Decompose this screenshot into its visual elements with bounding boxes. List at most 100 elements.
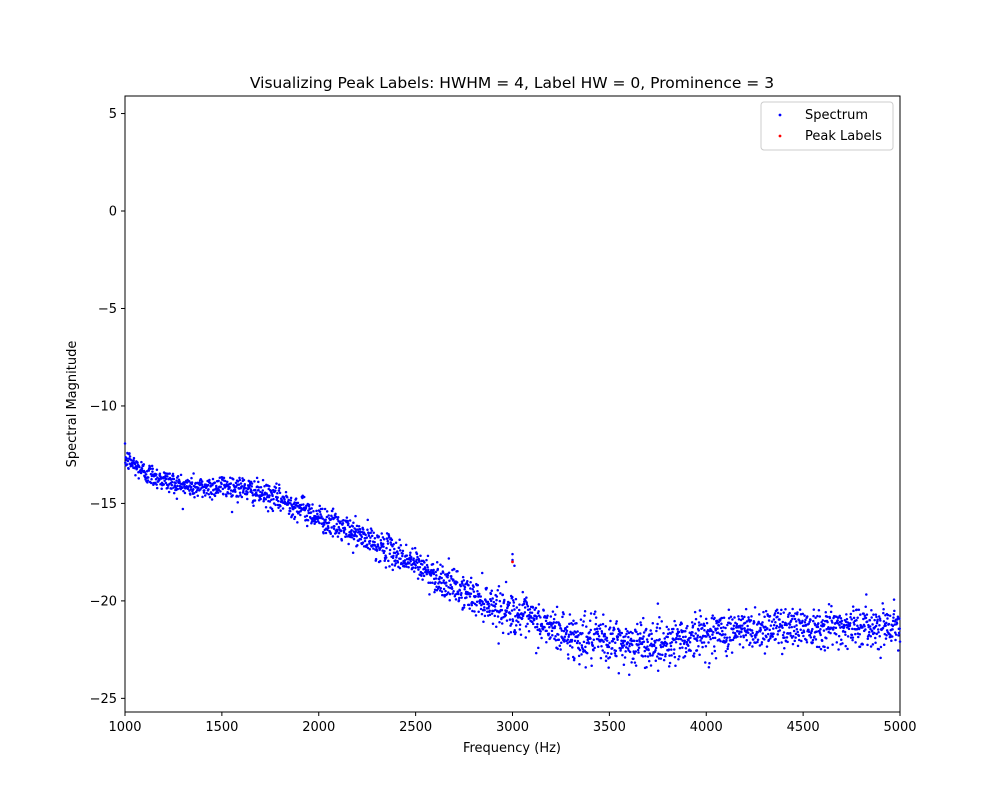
spectrum-point	[608, 656, 612, 659]
spectrum-point	[351, 525, 355, 528]
spectrum-point	[518, 603, 521, 606]
spectrum-point	[176, 484, 179, 488]
spectrum-point	[185, 481, 189, 484]
spectrum-point	[327, 521, 331, 524]
spectrum-point	[710, 616, 714, 620]
spectrum-point	[749, 619, 753, 622]
spectrum-point	[838, 614, 842, 618]
spectrum-point	[128, 455, 132, 458]
x-tick-label: 4500	[787, 720, 820, 735]
spectrum-point	[892, 598, 896, 601]
spectrum-point	[517, 620, 520, 624]
spectrum-point	[583, 614, 586, 617]
spectrum-point	[511, 595, 514, 599]
spectrum-point	[738, 632, 741, 636]
spectrum-point	[535, 617, 538, 620]
spectrum-point	[825, 636, 828, 640]
spectrum-point	[566, 641, 569, 645]
spectrum-point	[571, 623, 575, 626]
spectrum-point	[577, 654, 581, 658]
spectrum-point	[446, 575, 449, 579]
spectrum-point	[170, 480, 174, 484]
spectrum-point	[600, 632, 604, 635]
spectrum-point	[412, 557, 415, 560]
spectrum-point	[668, 661, 672, 665]
spectrum-point	[796, 644, 800, 648]
spectrum-point	[629, 630, 632, 634]
spectrum-point	[327, 526, 330, 530]
spectrum-point	[504, 614, 508, 617]
spectrum-point	[476, 590, 479, 593]
spectrum-point	[814, 616, 817, 619]
spectrum-point	[772, 618, 776, 621]
spectrum-point	[624, 635, 627, 638]
spectrum-point	[536, 622, 539, 626]
spectrum-point	[373, 540, 376, 544]
spectrum-point	[714, 629, 717, 632]
spectrum-point	[305, 514, 309, 518]
spectrum-point	[616, 638, 619, 641]
spectrum-point	[855, 608, 859, 612]
spectrum-point	[452, 589, 455, 593]
spectrum-point	[805, 638, 808, 642]
spectrum-point	[655, 629, 658, 633]
spectrum-point	[684, 646, 688, 650]
spectrum-point	[277, 506, 280, 509]
spectrum-point	[330, 509, 334, 513]
spectrum-point	[897, 634, 900, 637]
spectrum-point	[366, 528, 369, 532]
spectrum-point	[436, 567, 440, 571]
spectrum-point	[633, 639, 636, 643]
spectrum-point	[885, 634, 888, 637]
spectrum-point	[155, 468, 159, 472]
spectrum-point	[471, 587, 474, 591]
spectrum-point	[603, 635, 607, 638]
spectrum-point	[242, 478, 246, 482]
spectrum-point	[387, 559, 390, 563]
spectrum-point	[795, 624, 798, 627]
spectrum-point	[556, 647, 559, 650]
spectrum-point	[581, 632, 584, 635]
spectrum-point	[150, 478, 153, 481]
spectrum-point	[771, 635, 774, 638]
spectrum-point	[423, 566, 427, 569]
spectrum-point	[285, 495, 289, 499]
spectrum-point	[809, 618, 812, 622]
spectrum-point	[789, 631, 792, 635]
spectrum-point	[697, 629, 700, 632]
spectrum-point	[415, 561, 419, 565]
spectrum-point	[650, 632, 653, 635]
spectrum-point	[483, 614, 487, 618]
spectrum-point	[898, 640, 902, 643]
spectrum-point	[857, 627, 861, 631]
spectrum-point	[619, 634, 622, 637]
y-tick-label: 0	[109, 205, 117, 220]
spectrum-point	[532, 618, 536, 622]
spectrum-point	[548, 625, 551, 629]
spectrum-point	[396, 552, 400, 555]
spectrum-point	[713, 616, 716, 620]
spectrum-point	[727, 616, 731, 620]
spectrum-point	[649, 664, 653, 667]
spectrum-point	[851, 627, 854, 631]
spectrum-point	[588, 619, 592, 623]
spectrum-point	[819, 633, 822, 637]
spectrum-point	[231, 477, 235, 481]
spectrum-point	[803, 614, 806, 617]
spectrum-point	[162, 483, 166, 486]
spectrum-point	[448, 579, 451, 583]
spectrum-point	[509, 631, 513, 634]
spectrum-point	[425, 563, 429, 567]
spectrum-point	[357, 530, 361, 534]
spectrum-point	[513, 608, 516, 611]
spectrum-point	[318, 510, 322, 513]
spectrum-point	[354, 530, 358, 533]
spectrum-point	[189, 485, 193, 489]
spectrum-point	[717, 624, 721, 627]
spectrum-point	[823, 623, 826, 626]
spectrum-point	[673, 648, 676, 651]
spectrum-point	[594, 610, 597, 613]
spectrum-point	[605, 655, 608, 658]
spectrum-point	[296, 501, 300, 505]
spectrum-point	[523, 611, 527, 614]
